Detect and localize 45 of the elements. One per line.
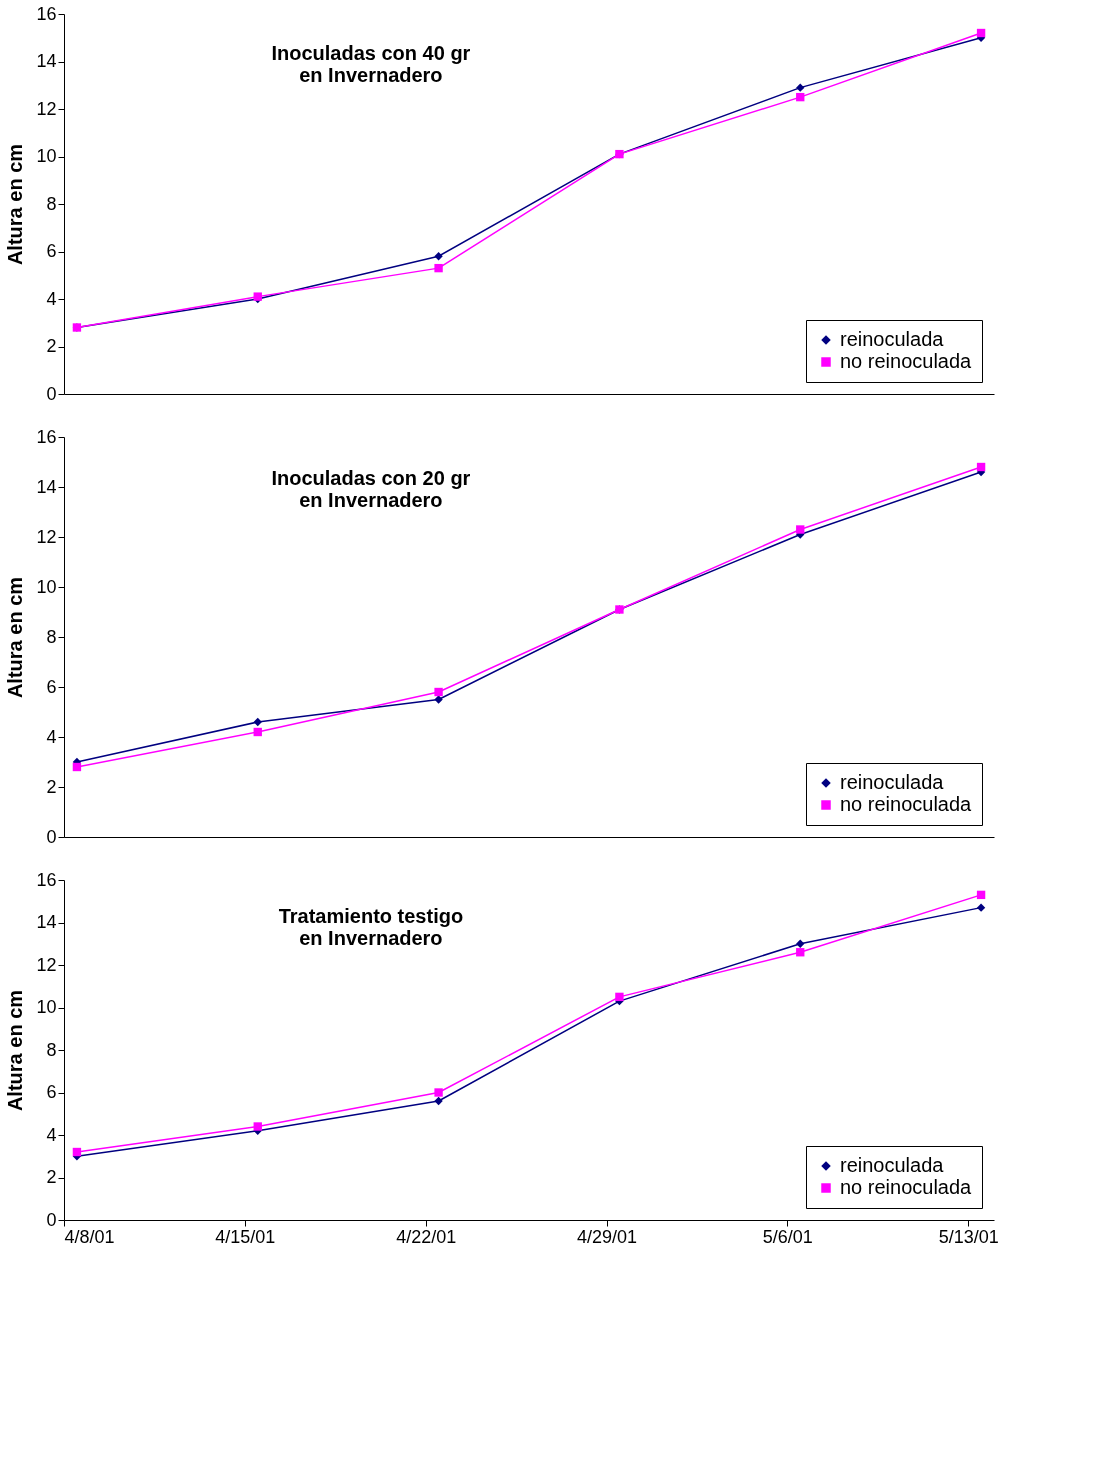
x-tick-label: 4/8/01 (64, 1226, 115, 1247)
y-tick-label: 14 (36, 51, 57, 71)
y-axis-title: Altura en cm (4, 989, 27, 1112)
y-tick-label: 2 (46, 776, 57, 797)
y-tick-label: 2 (46, 336, 57, 356)
y-tick-label: 12 (36, 526, 57, 547)
y-axis-title: Altura en cm (4, 576, 27, 699)
text: Tratamiento testigo en Invernadero (278, 905, 464, 950)
x-tick-label: 5/6/01 (762, 1226, 813, 1247)
y-tick-label: 14 (36, 912, 57, 932)
legend-label: reinoculada (840, 771, 945, 793)
y-tick-label: 6 (46, 241, 57, 261)
y-tick-label: 0 (46, 1209, 57, 1230)
y-axis-title: Altura en cm (4, 143, 27, 266)
legend-label: reinoculada (840, 328, 945, 350)
y-tick-label: 8 (46, 626, 57, 647)
y-tick-label: 16 (36, 426, 57, 447)
y-tick-label: 8 (46, 1039, 57, 1060)
legend-label: no reinoculada (840, 1176, 973, 1198)
y-tick-label: 12 (36, 98, 57, 119)
y-tick-label: 16 (36, 3, 57, 24)
y-tick-label: 0 (46, 826, 57, 847)
y-tick-label: 2 (46, 1167, 57, 1187)
y-tick-label: 16 (36, 869, 57, 890)
text: Inoculadas con 40 gr en Invernadero (271, 42, 471, 87)
y-tick-label: 6 (46, 676, 57, 697)
y-tick-label: 10 (36, 146, 57, 166)
x-tick-label: 4/22/01 (396, 1226, 457, 1247)
y-tick-label: 6 (46, 1082, 57, 1102)
y-tick-label: 4 (46, 726, 57, 747)
y-tick-label: 8 (46, 193, 57, 214)
y-tick-label: 4 (46, 288, 57, 309)
y-tick-label: 10 (36, 576, 57, 597)
y-tick-label: 14 (36, 476, 57, 497)
x-tick-label: 4/29/01 (576, 1226, 638, 1247)
legend-label: reinoculada (840, 1154, 945, 1176)
text: Inoculadas con 20 gr en Invernadero (271, 467, 471, 511)
y-tick-label: 10 (36, 997, 57, 1017)
y-tick-label: 4 (46, 1124, 57, 1145)
x-tick-label: 5/13/01 (938, 1226, 999, 1247)
x-tick-label: 4/15/01 (215, 1226, 276, 1247)
y-tick-label: 0 (46, 383, 57, 404)
legend-label: no reinoculada (840, 350, 973, 372)
y-tick-label: 12 (36, 954, 57, 975)
legend-label: no reinoculada (840, 793, 973, 815)
